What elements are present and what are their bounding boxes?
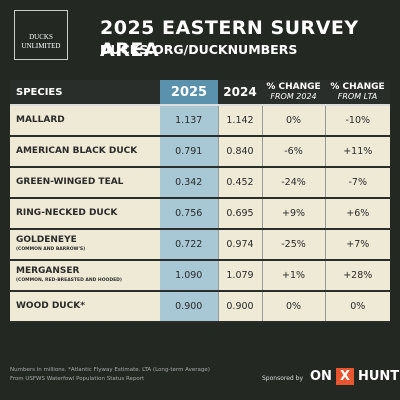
footnote-line: Numbers in millions. *Atlantic Flyway Es… (10, 367, 210, 373)
value-cell: +9% (261, 198, 325, 230)
value-cell: -25% (261, 229, 325, 261)
species-name: AMERICAN BLACK DUCK (16, 146, 138, 156)
value-cell: +28% (324, 260, 390, 292)
title: 2025 EASTERN SURVEY AREA (100, 17, 359, 61)
species-name: MERGANSER (16, 265, 80, 276)
table-row: MERGANSER (COMMON, RED-BREASTED AND HOODE… (10, 260, 390, 292)
value-cell: 1.079 (217, 260, 262, 292)
footnote: Numbers in millions. *Atlantic Flyway Es… (10, 366, 210, 384)
species-note: (COMMON, RED-BREASTED AND HOODED) (16, 277, 122, 283)
column-header: 2024 (218, 80, 262, 106)
species-cell: GREEN-WINGED TEAL (10, 167, 160, 199)
species-cell: RING-NECKED DUCK (10, 198, 160, 230)
species-cell: MERGANSER (COMMON, RED-BREASTED AND HOODE… (10, 260, 160, 292)
value-cell: 0.342 (160, 167, 218, 199)
table-row: GOLDENEYE (COMMON AND BARROW'S) 0.722 0.974… (10, 229, 390, 261)
column-header: % CHANGE FROM LTA (325, 80, 390, 106)
species-name: GOLDENEYE (16, 234, 77, 245)
value-cell: 1.137 (160, 105, 218, 137)
species-name: GREEN-WINGED TEAL (16, 177, 124, 187)
table-row: AMERICAN BLACK DUCK 0.791 0.840 -6% +11% (10, 136, 390, 168)
value-cell: 0.722 (160, 229, 218, 261)
species-cell: WOOD DUCK* (10, 291, 160, 323)
column-title: SPECIES (16, 86, 63, 98)
table-row: RING-NECKED DUCK 0.756 0.695 +9% +6% (10, 198, 390, 230)
value-cell: 0% (324, 291, 390, 323)
value-cell: +1% (261, 260, 325, 292)
sponsor-brand: ON X HUNT (310, 368, 399, 385)
column-title: 2025 (170, 84, 208, 100)
sponsor-label: Sponsored by (262, 375, 303, 382)
column-title: 2024 (223, 84, 257, 99)
value-cell: 0.900 (160, 291, 218, 323)
value-cell: +7% (324, 229, 390, 261)
brand-text: ON (310, 369, 332, 384)
column-title: % CHANGE (330, 81, 385, 92)
brand-text: HUNT (357, 369, 400, 384)
value-cell: 0.900 (217, 291, 262, 323)
footnote-line: From USFWS Waterfowl Population Status R… (10, 376, 145, 382)
value-cell: 0% (261, 105, 325, 137)
value-cell: -10% (324, 105, 390, 137)
logo-text: UNLIMITED (21, 42, 61, 50)
value-cell: 0% (261, 291, 325, 323)
species-note: (COMMON AND BARROW'S) (16, 246, 86, 252)
species-cell: MALLARD (10, 105, 160, 137)
value-cell: 0.791 (160, 136, 218, 168)
table: SPECIES 2025 2024% CHANGE FROM 2024% CHANGE… (10, 80, 390, 323)
column-title: % CHANGE (266, 81, 321, 92)
species-name: WOOD DUCK* (16, 301, 85, 311)
value-cell: 0.840 (217, 136, 262, 168)
table-row: WOOD DUCK* 0.900 0.900 0% 0% (10, 291, 390, 323)
value-cell: +6% (324, 198, 390, 230)
column-header: SPECIES (10, 80, 160, 106)
value-cell: +11% (324, 136, 390, 168)
value-cell: 0.974 (217, 229, 262, 261)
url: DUCKS.ORG/DUCKNUMBERS (100, 42, 298, 57)
table-row: MALLARD 1.137 1.142 0% -10% (10, 105, 390, 137)
value-cell: -24% (261, 167, 325, 199)
value-cell: 1.142 (217, 105, 262, 137)
species-cell: AMERICAN BLACK DUCK (10, 136, 160, 168)
brand-mark: X (335, 368, 354, 385)
logo-text: DUCKS (29, 33, 53, 41)
column-header: 2025 (160, 80, 218, 106)
value-cell: 0.756 (160, 198, 218, 230)
species-cell: GOLDENEYE (COMMON AND BARROW'S) (10, 229, 160, 261)
column-subtitle: FROM LTA (337, 91, 378, 101)
value-cell: 0.452 (217, 167, 262, 199)
value-cell: 0.695 (217, 198, 262, 230)
table-row: GREEN-WINGED TEAL 0.342 0.452 -24% -7% (10, 167, 390, 199)
table-body: MALLARD 1.137 1.142 0% -10% AMERICAN BLACK DU… (10, 105, 390, 323)
logo: DUCKS UNLIMITED (14, 10, 68, 60)
value-cell: 1.090 (160, 260, 218, 292)
species-name: RING-NECKED DUCK (16, 208, 118, 218)
value-cell: -7% (324, 167, 390, 199)
value-cell: -6% (261, 136, 325, 168)
species-name: MALLARD (16, 115, 65, 125)
column-subtitle: FROM 2024 (270, 91, 317, 101)
column-header: % CHANGE FROM 2024 (262, 80, 325, 106)
header-row: SPECIES 2025 2024% CHANGE FROM 2024% CHANGE… (10, 80, 390, 106)
